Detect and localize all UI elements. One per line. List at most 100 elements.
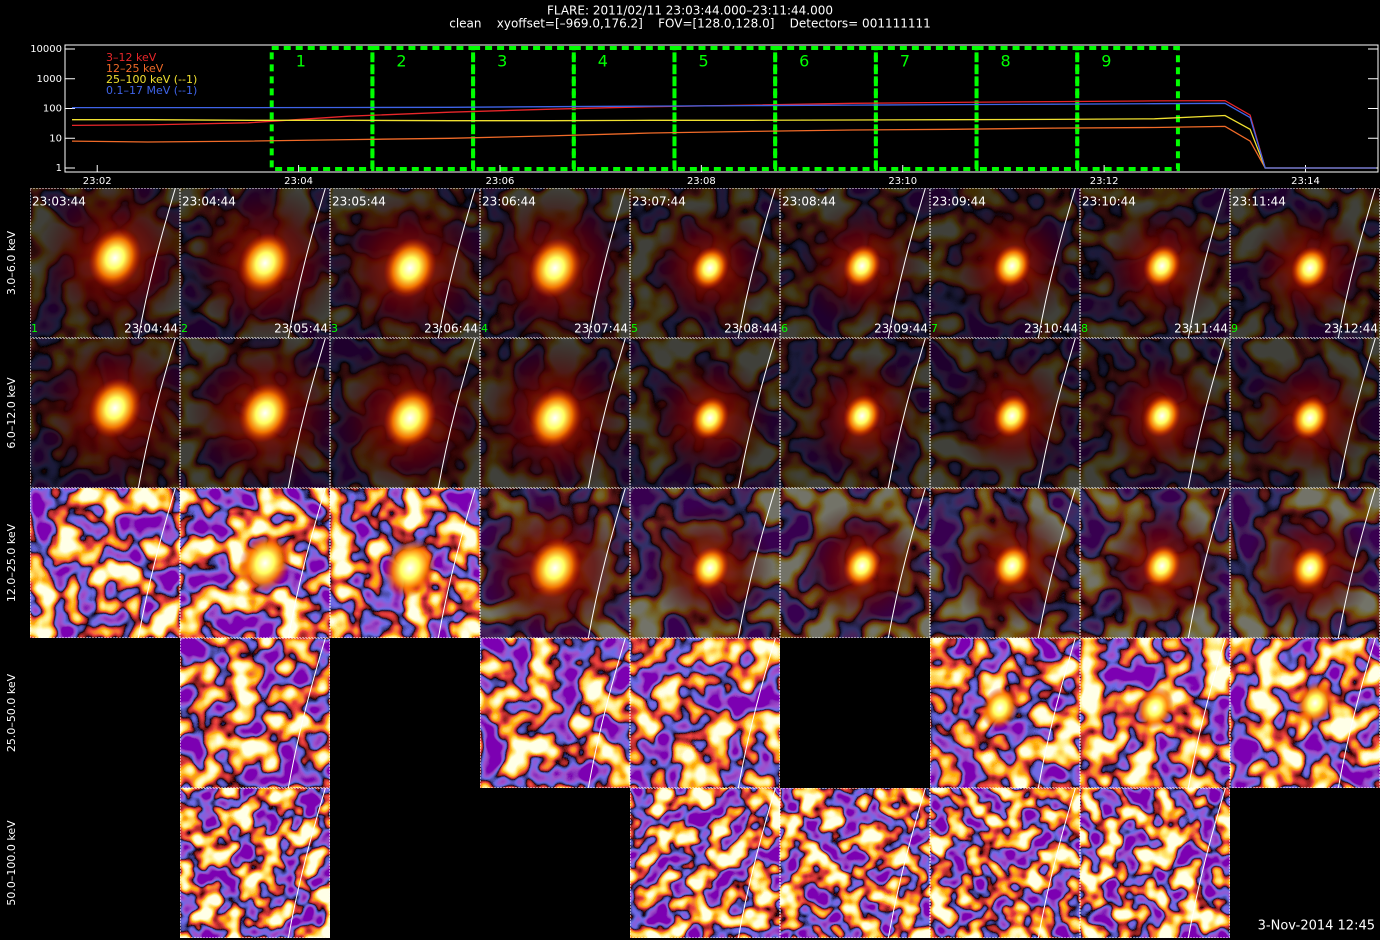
y-tick-label: 1000 — [37, 74, 62, 85]
y-tick-label: 10 — [49, 133, 62, 144]
solar-limb — [437, 188, 476, 338]
image-panel — [330, 488, 480, 638]
panel-frame — [30, 338, 180, 488]
panel-frame — [180, 488, 330, 638]
energy-band-label: 25.0–50.0 keV — [5, 673, 18, 752]
solar-limb — [887, 788, 926, 938]
image-panel — [930, 788, 1080, 938]
end-time: 23:12:44 — [1324, 322, 1378, 336]
panel-frame — [480, 188, 630, 338]
image-panel — [180, 638, 330, 788]
image-panel — [180, 488, 330, 638]
solar-limb — [1187, 488, 1226, 638]
energy-band-label: 50.0–100.0 keV — [5, 820, 18, 906]
source-core — [88, 228, 142, 288]
panel-number: 7 — [931, 322, 938, 335]
solar-limb — [1337, 338, 1376, 488]
panel-frame — [630, 488, 780, 638]
source-core — [238, 383, 292, 443]
series-line — [71, 125, 1376, 169]
source-core — [993, 544, 1031, 588]
end-time: 23:09:44 — [874, 322, 928, 336]
image-panel — [180, 338, 330, 488]
noise-map — [930, 788, 1080, 938]
image-panel — [180, 788, 330, 938]
solar-limb — [137, 188, 176, 338]
panel-frame — [930, 788, 1080, 938]
solar-limb — [1037, 638, 1076, 788]
end-time: 23:06:44 — [424, 322, 478, 336]
interval-label: 5 — [698, 52, 708, 71]
legend-entry: 25–100 keV (--1) — [106, 73, 197, 86]
legend-entry: 0.1–17 MeV (--1) — [106, 84, 197, 97]
source-core — [383, 388, 437, 448]
solar-limb — [587, 188, 626, 338]
source-core — [383, 238, 437, 298]
title: FLARE: 2011/02/11 23:03:44.000–23:11:44.… — [547, 4, 833, 18]
solar-limb — [287, 338, 326, 488]
source-core — [1143, 394, 1181, 438]
panel-frame — [1230, 488, 1380, 638]
image-panel — [630, 338, 780, 488]
panel-frame — [330, 488, 480, 638]
source-core — [843, 544, 881, 588]
solar-limb — [1037, 488, 1076, 638]
x-tick-label: 23:12 — [1090, 176, 1119, 187]
image-panel: 23:11:44 23:12:44 9 — [1230, 188, 1380, 338]
solar-limb — [1187, 788, 1226, 938]
solar-limb — [1187, 188, 1226, 338]
noise-map — [1080, 788, 1230, 938]
source-core — [993, 394, 1031, 438]
interval-box — [974, 46, 1080, 171]
panel-number: 5 — [631, 322, 638, 335]
x-tick-label: 23:10 — [888, 176, 917, 187]
panel-frame — [1080, 638, 1230, 788]
noise-map — [30, 488, 180, 638]
image-panel — [780, 488, 930, 638]
source-core — [528, 238, 582, 298]
panel-frame — [30, 188, 180, 338]
image-panel — [480, 638, 630, 788]
panel-frame — [180, 788, 330, 938]
solar-limb — [437, 488, 476, 638]
source-core — [528, 538, 582, 598]
image-panel — [1230, 488, 1380, 638]
start-time: 23:05:44 — [332, 195, 386, 209]
plot-frame — [64, 44, 1379, 173]
solar-limb — [137, 338, 176, 488]
y-tick-label: 1 — [56, 163, 62, 174]
energy-band-label: 3.0–6.0 keV — [5, 230, 18, 295]
x-tick-label: 23:08 — [687, 176, 716, 187]
panel-frame — [630, 788, 780, 938]
panel-frame — [330, 338, 480, 488]
start-time: 23:11:44 — [1232, 195, 1286, 209]
solar-limb — [587, 488, 626, 638]
panel-frame — [480, 638, 630, 788]
solar-limb — [1037, 188, 1076, 338]
image-panel — [630, 638, 780, 788]
image-panel — [630, 488, 780, 638]
start-time: 23:07:44 — [632, 195, 686, 209]
image-panel: 23:07:44 23:08:44 5 — [630, 188, 780, 338]
series-line — [72, 102, 1376, 169]
solar-limb — [437, 338, 476, 488]
start-time: 23:08:44 — [782, 195, 836, 209]
solar-limb — [1037, 788, 1076, 938]
image-panel: 23:08:44 23:09:44 6 — [780, 188, 930, 338]
end-time: 23:11:44 — [1174, 322, 1228, 336]
interval-label: 2 — [396, 52, 406, 71]
solar-limb — [287, 638, 326, 788]
image-panel: 23:03:44 23:04:44 1 — [30, 188, 180, 338]
interval-label: 3 — [497, 52, 507, 71]
panel-frame — [780, 788, 930, 938]
start-time: 23:10:44 — [1082, 195, 1136, 209]
noise-map — [780, 788, 930, 938]
image-panel — [1080, 338, 1230, 488]
start-time: 23:06:44 — [482, 195, 536, 209]
legend-entry: 3–12 keV — [106, 51, 157, 64]
noise-map — [180, 638, 330, 788]
end-time: 23:07:44 — [574, 322, 628, 336]
panel-number: 2 — [181, 322, 188, 335]
solar-limb — [137, 488, 176, 638]
subtitle: clean xyoffset=[–969.0,176.2] FOV=[128.0… — [449, 17, 931, 31]
